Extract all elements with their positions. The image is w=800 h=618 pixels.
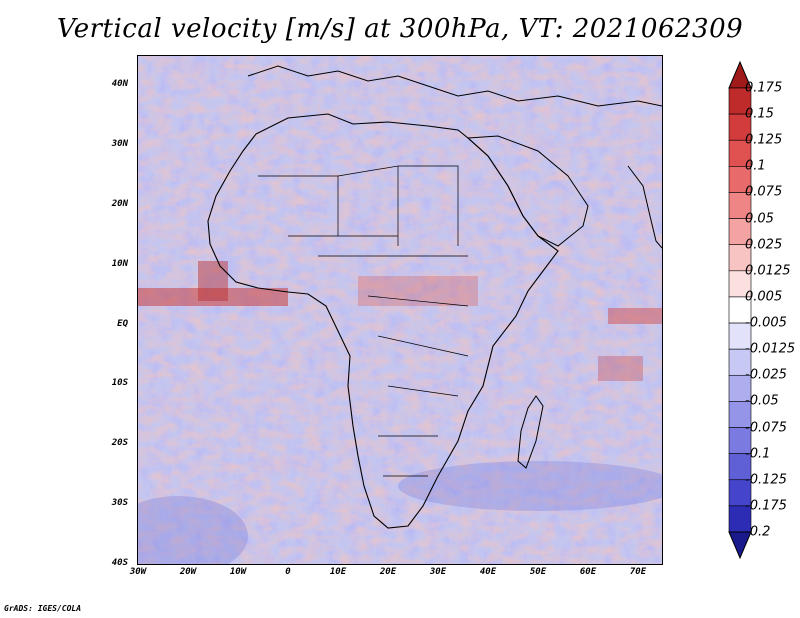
colorbar-tick-label: -0.05: [745, 393, 779, 409]
lat-tick-label: 10S: [111, 378, 128, 388]
lat-tick-label: 30N: [111, 139, 128, 149]
colorbar-tick-label: 0.175: [745, 80, 783, 96]
lon-tick-label: 30W: [129, 567, 147, 577]
colorbar-tick-label: 0.025: [745, 237, 783, 253]
south-indian-flow: [398, 461, 662, 511]
colorbar-tick-label: -0.075: [745, 420, 787, 436]
colorbar-tick-label: 0.1: [745, 158, 766, 174]
colorbar: [728, 60, 752, 560]
colorbar-tick-label: -0.175: [745, 498, 787, 514]
colorbar-tick-label: -0.125: [745, 472, 787, 488]
lon-tick-label: 60E: [579, 567, 597, 577]
india-outline: [627, 165, 662, 249]
colorbar-tick-label: 0.005: [745, 289, 783, 305]
colorbar-extend-min: [728, 531, 752, 560]
lat-tick-label: 20S: [111, 438, 128, 448]
arabia-outline: [466, 135, 589, 247]
lon-tick-label: 70E: [629, 567, 647, 577]
central-africa-convection: [358, 276, 478, 306]
madagascar-outline: [517, 395, 544, 469]
lon-tick-label: 20E: [379, 567, 397, 577]
lat-tick-label: 30S: [111, 498, 128, 508]
country-borders: [258, 165, 469, 477]
lon-tick-label: 10W: [229, 567, 247, 577]
indian-ocean-cell: [598, 356, 643, 381]
colorbar-tick-label: 0.05: [745, 211, 774, 227]
lon-tick-label: 20W: [179, 567, 197, 577]
south-atlantic-vortex: [138, 496, 248, 564]
lon-tick-label: 50E: [529, 567, 547, 577]
europe-outline: [247, 65, 662, 107]
colorbar-tick-label: -0.2: [745, 524, 771, 540]
colorbar-tick-label: -0.1: [745, 446, 771, 462]
colorbar-tick-label: 0.075: [745, 184, 783, 200]
colorbar-tick-label: 0.0125: [745, 263, 791, 279]
lat-tick-label: 40S: [111, 558, 128, 568]
colorbar-tick-label: -0.005: [745, 315, 787, 331]
colorbar-tick-label: 0.15: [745, 106, 774, 122]
lon-tick-label: 0: [285, 567, 291, 577]
chart-title: Vertical velocity [m/s] at 300hPa, VT: 2…: [56, 14, 744, 44]
indian-ocean-band: [608, 308, 662, 324]
map-plot-area: [137, 55, 663, 565]
lon-tick-label: 30E: [429, 567, 447, 577]
lat-tick-label: 40N: [111, 79, 128, 89]
velocity-field: [138, 56, 662, 564]
lat-tick-label: 10N: [111, 259, 128, 269]
itcz-band-west: [138, 288, 288, 306]
lat-tick-label: 20N: [111, 199, 128, 209]
grads-credit: GrADS: IGES/COLA: [4, 604, 82, 613]
colorbar-tick-label: -0.025: [745, 367, 787, 383]
lon-tick-label: 10E: [329, 567, 347, 577]
lon-tick-label: 40E: [479, 567, 497, 577]
lat-tick-label: EQ: [117, 319, 128, 329]
colorbar-tick-label: -0.0125: [745, 341, 796, 357]
west-africa-convection: [198, 261, 228, 301]
colorbar-tick-label: 0.125: [745, 132, 783, 148]
